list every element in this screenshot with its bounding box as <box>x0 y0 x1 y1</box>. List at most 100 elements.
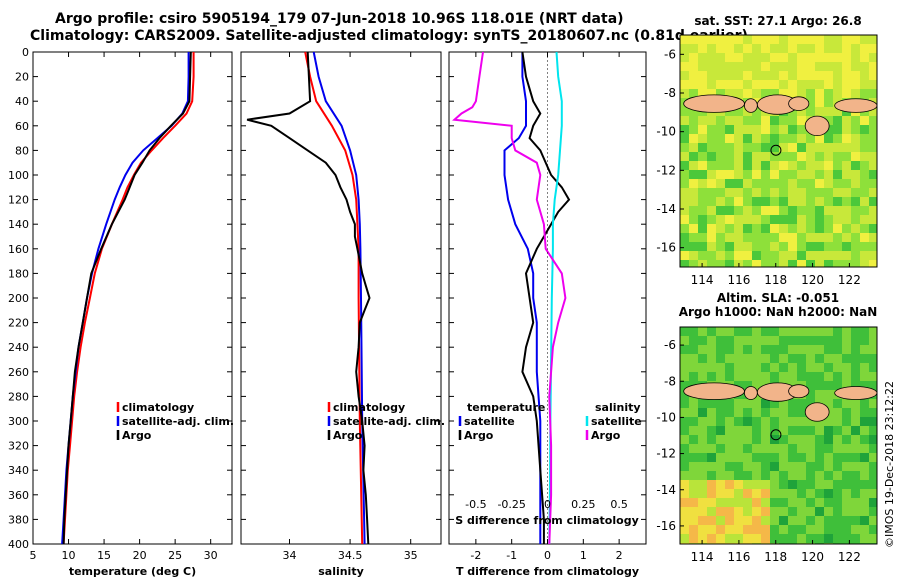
difference-panel-x-tick-label: -2 <box>470 549 481 562</box>
sla-map-lat-label: -16 <box>656 519 676 533</box>
y-tick-label: 140 <box>8 218 29 231</box>
sla-map-lat-label: -10 <box>656 410 676 424</box>
y-tick-label: 40 <box>15 95 29 108</box>
sla-map-frame <box>679 326 878 545</box>
y-tick-label: 360 <box>8 489 29 502</box>
island-shape <box>804 402 830 422</box>
island-shape <box>804 115 830 136</box>
salinity-panel-series-satellite-adj-clim- <box>312 51 366 545</box>
y-tick-label: 160 <box>8 243 29 256</box>
y-tick-label: 260 <box>8 366 29 379</box>
y-tick-label: 340 <box>8 464 29 477</box>
salinity-difference-tick-label: 0 <box>544 498 551 511</box>
y-tick-label: 20 <box>15 71 29 84</box>
island-shape <box>744 386 758 400</box>
salinity-legend-label: climatology <box>333 401 405 414</box>
difference-legend-temperature-label: Argo <box>464 429 494 442</box>
temperature-panel-series-argo <box>62 51 192 545</box>
salinity-difference-tick-label: 0.25 <box>571 498 596 511</box>
salinity-panel-x-tick-label: 34.5 <box>338 549 363 562</box>
salinity-panel-frame <box>240 51 442 545</box>
temperature-panel-frame <box>32 51 233 545</box>
sla-map <box>679 326 878 545</box>
temperature-panel-x-tick-label: 15 <box>97 549 111 562</box>
salinity-difference-tick-label: -0.25 <box>497 498 525 511</box>
sla-map-lon-label: 116 <box>727 550 750 564</box>
temperature-panel-x-tick-label: 10 <box>62 549 76 562</box>
sst-map-lat-label: -10 <box>656 125 676 139</box>
y-tick-label: 380 <box>8 513 29 526</box>
island-shape <box>744 98 758 113</box>
sst-map-lon-label: 116 <box>727 273 750 287</box>
difference-legend-salinity-label: satellite <box>591 415 642 428</box>
island-shape <box>788 384 810 399</box>
y-tick-label: 80 <box>15 144 29 157</box>
difference-panel-x-tick-label: 2 <box>616 549 623 562</box>
temperature-legend-label: satellite-adj. clim. <box>122 415 234 428</box>
temperature-panel-xlabel: temperature (deg C) <box>69 565 196 578</box>
difference-panel-x-tick-label: 1 <box>580 549 587 562</box>
sst-map-lon-label: 118 <box>764 273 787 287</box>
sst-map-lat-label: -16 <box>656 241 676 255</box>
sla-map-lat-label: -12 <box>656 447 676 461</box>
sla-map-lon-label: 118 <box>764 550 787 564</box>
sst-map-lat-label: -12 <box>656 163 676 177</box>
y-tick-label: 180 <box>8 267 29 280</box>
sla-map-lon-label: 114 <box>691 550 714 564</box>
island-shape <box>834 98 878 113</box>
y-tick-label: 220 <box>8 317 29 330</box>
y-tick-label: 200 <box>8 292 29 305</box>
temperature-panel-x-tick-label: 20 <box>133 549 147 562</box>
sla-map-title: Altim. SLA: -0.051 <box>717 291 839 305</box>
sst-map-lon-label: 122 <box>838 273 861 287</box>
island-shape <box>683 94 745 113</box>
temperature-panel-x-tick-label: 30 <box>204 549 218 562</box>
sla-map-lon-label: 120 <box>801 550 824 564</box>
y-tick-label: 400 <box>8 538 29 551</box>
difference-panel-series-temperature-satellite <box>503 52 542 544</box>
temperature-panel-x-tick-label: 5 <box>30 549 37 562</box>
difference-panel-xlabel: T difference from climatology <box>456 565 639 578</box>
y-tick-label: 120 <box>8 194 29 207</box>
y-tick-label: 60 <box>15 120 29 133</box>
difference-panel-series-salinity-argo <box>452 51 567 545</box>
difference-panel-series-temperature-argo <box>521 51 571 544</box>
salinity-panel-series-argo <box>246 51 371 545</box>
difference-legend-salinity-label: Argo <box>591 429 621 442</box>
sla-map-lat-label: -14 <box>656 483 676 497</box>
difference-panel-x-tick-label: -1 <box>506 549 517 562</box>
y-tick-label: 320 <box>8 440 29 453</box>
salinity-panel-x-tick-label: 35 <box>404 549 418 562</box>
salinity-legend-label: satellite-adj. clim. <box>333 415 445 428</box>
y-tick-label: 100 <box>8 169 29 182</box>
salinity-difference-axis-label: S difference from climatology <box>455 514 639 527</box>
sst-map-title: sat. SST: 27.1 Argo: 26.8 <box>694 14 861 28</box>
island-shape <box>834 386 878 400</box>
sst-map-argo-marker <box>770 144 782 156</box>
temperature-legend-label: Argo <box>122 429 152 442</box>
salinity-difference-tick-label: 0.5 <box>610 498 628 511</box>
sst-map-lon-label: 120 <box>801 273 824 287</box>
sla-map-lat-label: -8 <box>664 374 676 388</box>
sst-map-lon-label: 114 <box>691 273 714 287</box>
temperature-legend-label: climatology <box>122 401 194 414</box>
sst-map <box>679 34 878 268</box>
salinity-panel-x-tick-label: 34 <box>282 549 296 562</box>
plot-title-line-2: Climatology: CARS2009. Satellite-adjuste… <box>30 28 748 44</box>
plot-title-line-1: Argo profile: csiro 5905194_179 07-Jun-2… <box>55 11 624 27</box>
sla-map-lon-label: 122 <box>838 550 861 564</box>
y-tick-label: 0 <box>22 46 29 59</box>
sst-map-frame <box>679 34 878 268</box>
sst-map-lat-label: -6 <box>664 47 676 61</box>
salinity-difference-tick-label: -0.5 <box>465 498 486 511</box>
sla-map-subtitle: Argo h1000: NaN h2000: NaN <box>679 305 878 319</box>
sla-map-lat-label: -6 <box>664 338 676 352</box>
y-tick-label: 280 <box>8 390 29 403</box>
salinity-legend-label: Argo <box>333 429 363 442</box>
island-shape <box>683 382 745 400</box>
island-shape <box>788 96 810 111</box>
sst-map-lat-label: -8 <box>664 86 676 100</box>
y-tick-label: 240 <box>8 341 29 354</box>
sla-map-argo-marker <box>770 429 782 441</box>
